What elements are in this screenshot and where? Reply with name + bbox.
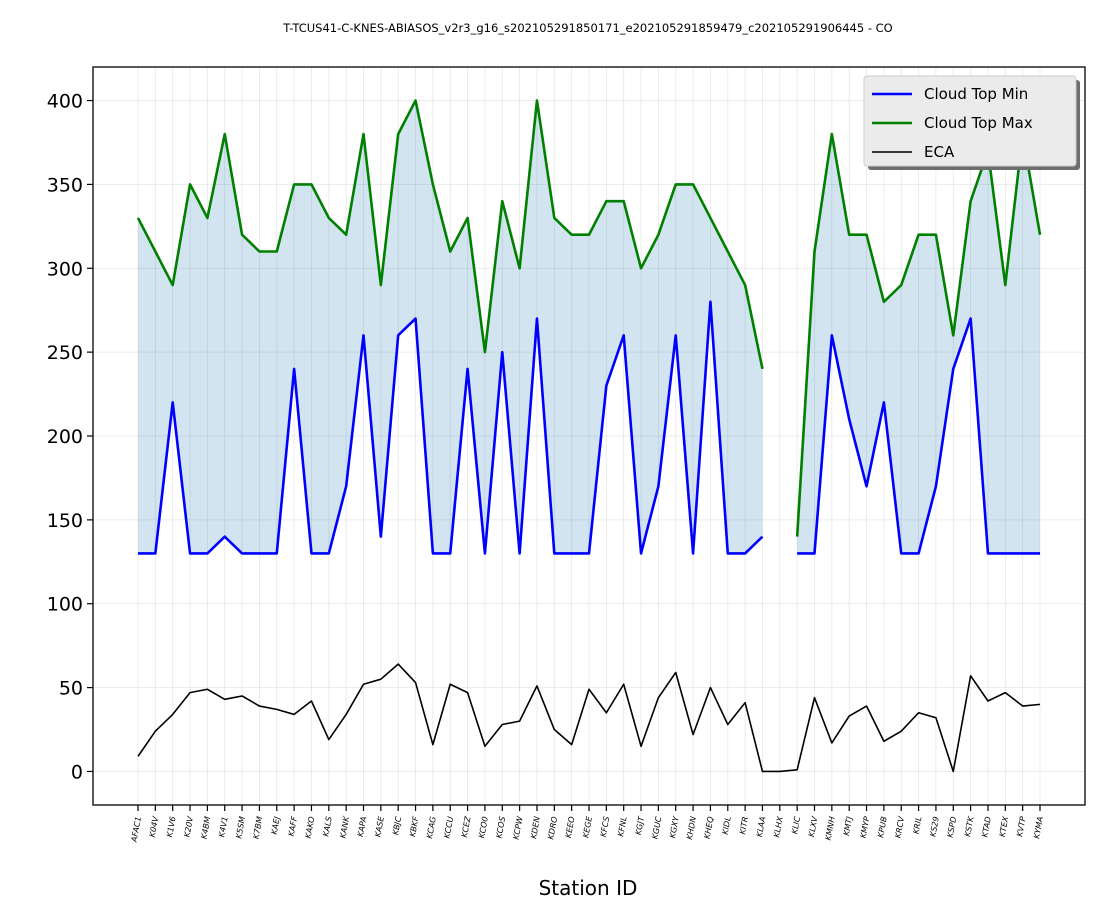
series-line [138,300,1040,555]
x-tick-label: KAFF [287,815,299,837]
series-line [136,99,1042,537]
legend-label: ECA [924,143,955,161]
y-tick-label: 200 [47,426,83,448]
x-tick-label: KAKO [304,816,317,839]
x-tick-label: KCOS [495,816,508,839]
x-tick-label: KMTJ [842,815,854,836]
x-tick-label: KBKF [408,815,421,837]
legend-box [863,75,1077,167]
y-tick-label: 400 [47,91,83,113]
x-tick-label: KDRO [546,816,559,840]
legend-label: Cloud Top Min [924,85,1028,103]
x-axis-label: Station ID [539,876,638,900]
x-tick-label: KIDL [721,816,733,836]
y-tick-label: 50 [59,678,83,700]
x-tick-label: KFCS [599,816,611,838]
x-tick-label: KTAD [980,816,993,838]
x-tick-label: KASE [373,815,386,838]
y-tick-label: 300 [47,258,83,280]
x-tick-label: KYMA [1032,816,1045,840]
x-tick-label: K4V1 [217,816,229,838]
y-tick-label: 350 [47,174,83,196]
x-tick-label: KGJT [634,815,646,836]
chart-title: T-TCUS41-C-KNES-ABIASOS_v2r3_g16_s202105… [282,21,892,35]
y-tick-label: 250 [47,342,83,364]
x-tick-label: KSTK [963,815,976,837]
x-tick-label: K5SM [234,816,247,840]
series-lines [136,99,1042,773]
x-tick-label: KANK [338,815,351,839]
x-tick-label: KLXV [807,815,820,837]
x-tick-label: KS29 [928,816,940,838]
x-tick-label: KCAG [425,816,438,840]
x-tick-label: KPUB [876,816,889,839]
x-tick-label: KMYP [859,816,872,839]
x-tick-label: K7BM [252,816,265,840]
y-axis: 0 50 100 150 200 250 300 350 400 [47,91,93,783]
x-tick-label: KLHX [772,815,785,838]
x-tick-label: KVTP [1015,816,1027,838]
series-line [137,663,1041,773]
fill-between-area [138,100,763,554]
x-tick-label: KALS [321,816,333,838]
legend: Cloud Top Min Cloud Top Max ECA [863,75,1080,170]
x-tick-label: KBJC [391,815,403,835]
x-tick-label: KLIC [790,815,802,834]
x-tick-label: KAEJ [270,815,282,835]
y-tick-label: 150 [47,510,83,532]
x-tick-label: KLAA [755,816,767,838]
x-tick-label: KCCU [443,816,456,839]
x-axis: AFAC1 K04V K1V6 K20V K4BM K4V1 K5SM K7BM KAEJ KAF… [129,805,1045,844]
x-tick-label: KSPD [946,816,959,839]
x-tick-label: K1V6 [165,816,177,838]
x-tick-label: KTEX [998,815,1011,837]
x-tick-label: KHDN [685,816,698,841]
x-tick-label: KAPA [356,816,368,838]
x-tick-label: KRCV [894,815,907,839]
x-tick-label: KEGE [581,815,594,839]
x-tick-label: KFNL [616,816,628,838]
x-tick-label: KITR [738,816,750,835]
x-tick-label: KHEQ [703,816,716,840]
legend-label: Cloud Top Max [924,114,1033,132]
x-tick-label: KEEO [564,816,577,839]
x-tick-label: K04V [148,815,161,838]
x-tick-label: KDEN [529,816,542,840]
x-tick-label: KCPW [512,815,525,841]
x-tick-label: K20V [183,815,196,838]
y-tick-label: 0 [71,761,83,783]
x-tick-label: KCEZ [460,815,473,838]
x-tick-label: KRIL [912,816,924,835]
x-tick-label: K4BM [200,816,213,840]
x-tick-label: KCO0 [477,816,490,839]
grid [93,67,1085,805]
y-tick-label: 100 [47,594,83,616]
x-tick-label: KGUC [651,815,664,840]
x-tick-label: KMNH [824,816,837,841]
x-tick-label: KGXY [668,815,681,839]
